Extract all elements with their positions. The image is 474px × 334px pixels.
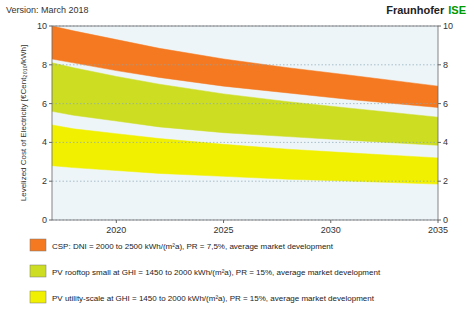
- y-tick-label: 0: [42, 215, 47, 225]
- y-tick: [49, 103, 52, 104]
- plot-frame: [52, 26, 438, 220]
- y-tick-label: 2: [42, 176, 47, 186]
- band: [52, 125, 438, 184]
- y-axis-label: Levelized Cost of Electricity [€Cent₂₀₁₀…: [19, 45, 28, 202]
- x-tick: [330, 220, 331, 223]
- x-tick: [116, 220, 117, 223]
- background: [0, 0, 474, 334]
- y2-tick-label: 2: [443, 176, 448, 186]
- annotation: FraunhoferISE: [386, 4, 466, 16]
- y-tick-label: 6: [42, 99, 47, 109]
- legend-swatch: [30, 291, 46, 303]
- series-group: [52, 26, 438, 184]
- y2-tick: [438, 142, 441, 143]
- annotation-text: Fraunhofer: [386, 4, 445, 16]
- y-tick-label: 10: [37, 21, 47, 31]
- plot-area: [52, 26, 438, 220]
- legend-label: PV utility-scale at GHI = 1450 to 2000 k…: [52, 294, 375, 303]
- y2-tick-label: 0: [443, 215, 448, 225]
- y-tick: [49, 181, 52, 182]
- y-tick: [49, 64, 52, 65]
- y2-tick: [438, 181, 441, 182]
- x-tick: [438, 220, 439, 223]
- grid-line: [52, 142, 438, 143]
- legend-label: PV rooftop small at GHI = 1450 to 2000 k…: [52, 268, 381, 277]
- legend-swatch: [30, 239, 46, 251]
- y2-tick: [438, 103, 441, 104]
- y-tick: [49, 26, 52, 27]
- grid-line: [52, 103, 438, 104]
- y2-tick-label: 10: [443, 21, 453, 31]
- legend-label: CSP: DNI = 2000 to 2500 kWh/(m²a), PR = …: [52, 242, 334, 251]
- x-tick-label: 2020: [106, 225, 126, 235]
- grid-line: [52, 181, 438, 182]
- y2-tick: [438, 26, 441, 27]
- x-tick-label: 2030: [321, 225, 341, 235]
- x-tick: [223, 220, 224, 223]
- annotation-text: ISE: [448, 4, 466, 16]
- legend-swatch: [30, 265, 46, 277]
- y-tick: [49, 220, 52, 221]
- y2-tick-label: 8: [443, 60, 448, 70]
- grid-line: [52, 64, 438, 65]
- y2-tick-label: 6: [443, 99, 448, 109]
- title: Version: March 2018: [6, 5, 89, 15]
- y-tick-label: 4: [42, 137, 47, 147]
- y-tick: [49, 142, 52, 143]
- x-tick-label: 2035: [428, 225, 448, 235]
- y-tick-label: 8: [42, 60, 47, 70]
- y2-tick: [438, 64, 441, 65]
- x-tick-label: 2025: [214, 225, 234, 235]
- y2-tick-label: 4: [443, 137, 448, 147]
